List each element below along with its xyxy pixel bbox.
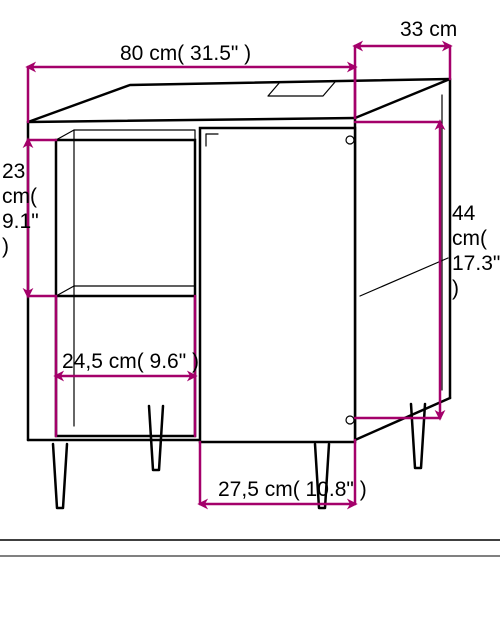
height-23: 23cm(9.1")	[2, 140, 56, 296]
depth-33-label: 33 cm	[400, 18, 457, 41]
height-23-label: 23cm(9.1")	[2, 160, 39, 258]
height-44-label: 44cm(17.3")	[452, 202, 500, 300]
door-27_5: 27,5 cm( 10.8" )	[200, 440, 367, 504]
shelf-24_5: 24,5 cm( 9.6" )	[56, 296, 199, 436]
shelf-24_5-label: 24,5 cm( 9.6" )	[62, 350, 199, 373]
height-44: 44cm(17.3")	[355, 122, 500, 418]
door-27_5-label: 27,5 cm( 10.8" )	[218, 478, 367, 501]
dimension-diagram: 80 cm( 31.5" ) 33 cm 23cm(9.1") 24,5 cm( 9.…	[0, 0, 500, 641]
width-80-label: 80 cm( 31.5" )	[120, 42, 251, 65]
